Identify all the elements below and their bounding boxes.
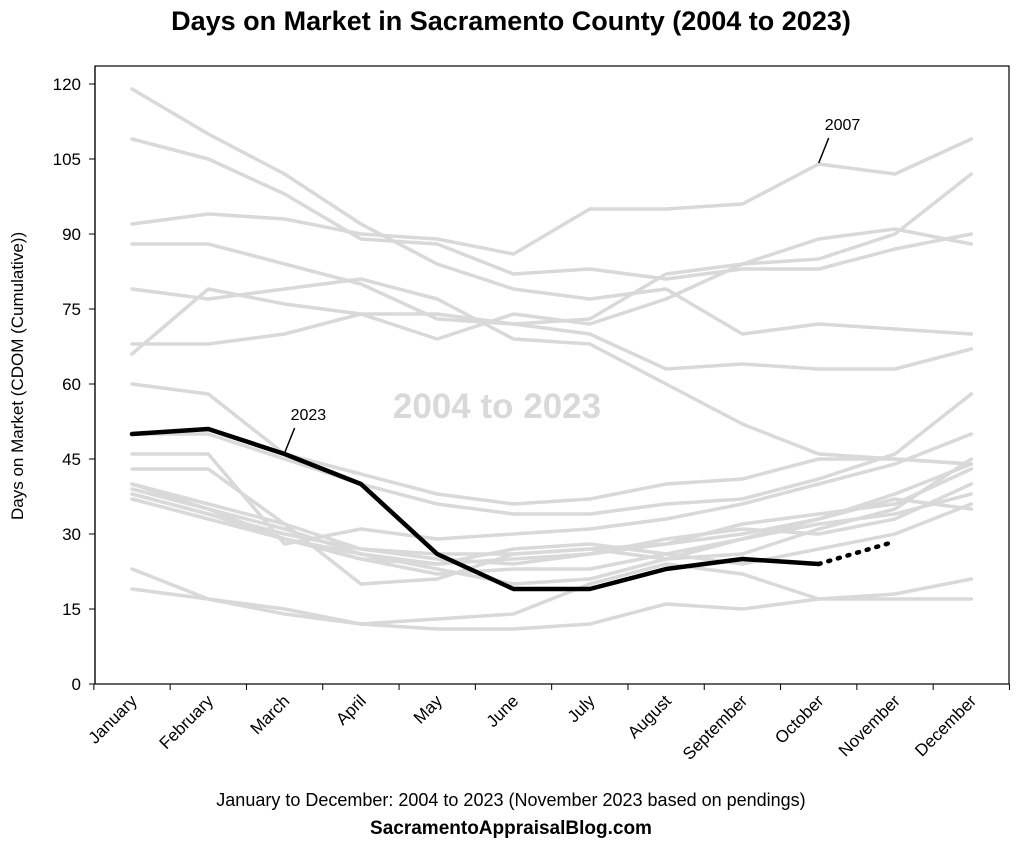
- annotation-leader: [283, 427, 296, 454]
- annotation-leader: [818, 137, 830, 164]
- series-line-2007: [130, 137, 974, 256]
- x-tick-label: May: [410, 691, 446, 727]
- y-tick-label: 30: [62, 525, 81, 544]
- y-tick-label: 45: [62, 450, 81, 469]
- y-axis-label: Days on Market (CDOM (Cumulative)): [8, 231, 27, 520]
- series-line-2023: [129, 426, 821, 592]
- x-tick-label: July: [564, 691, 599, 726]
- x-tick-label: February: [156, 691, 218, 753]
- series-line: [130, 227, 974, 346]
- series-line: [130, 277, 974, 466]
- series-line: [130, 137, 974, 281]
- x-tick-label: August: [624, 691, 675, 742]
- series-line-2023-projected: [816, 539, 898, 567]
- x-tick-label: October: [771, 691, 827, 747]
- x-tick-label: April: [332, 691, 369, 728]
- series-line: [130, 467, 974, 566]
- series-lines: [129, 87, 974, 631]
- annotation-label: 2023: [291, 407, 327, 424]
- series-line: [130, 492, 974, 576]
- y-tick-label: 60: [62, 375, 81, 394]
- annotation-label: 2007: [825, 117, 861, 134]
- y-tick-label: 90: [62, 225, 81, 244]
- series-line: [130, 392, 974, 516]
- plot-area: [94, 65, 1010, 685]
- x-tick-label: June: [483, 691, 523, 731]
- x-tick-label: March: [247, 691, 294, 738]
- x-tick-label: January: [85, 691, 142, 748]
- y-tick-label: 105: [53, 150, 81, 169]
- series-line: [130, 382, 974, 506]
- annotations: 2007 2023: [283, 117, 861, 454]
- watermark-text: 2004 to 2023: [393, 387, 601, 426]
- series-line: [130, 172, 974, 356]
- y-tick-label: 15: [62, 600, 81, 619]
- series-line: [130, 577, 974, 631]
- y-tick-label: 75: [62, 300, 81, 319]
- y-tick-label: 120: [53, 75, 81, 94]
- x-tick-label: September: [679, 691, 751, 763]
- series-line: [130, 87, 974, 336]
- series-line: [130, 242, 974, 371]
- x-tick-label: November: [835, 691, 904, 760]
- series-line: [130, 482, 974, 566]
- chart-title: Days on Market in Sacramento County (200…: [171, 6, 851, 36]
- y-tick-label: 0: [72, 675, 81, 694]
- x-axis-label: January to December: 2004 to 2023 (Novem…: [216, 790, 806, 810]
- source-credit: SacramentoAppraisalBlog.com: [370, 818, 652, 839]
- x-tick-label: December: [911, 691, 980, 760]
